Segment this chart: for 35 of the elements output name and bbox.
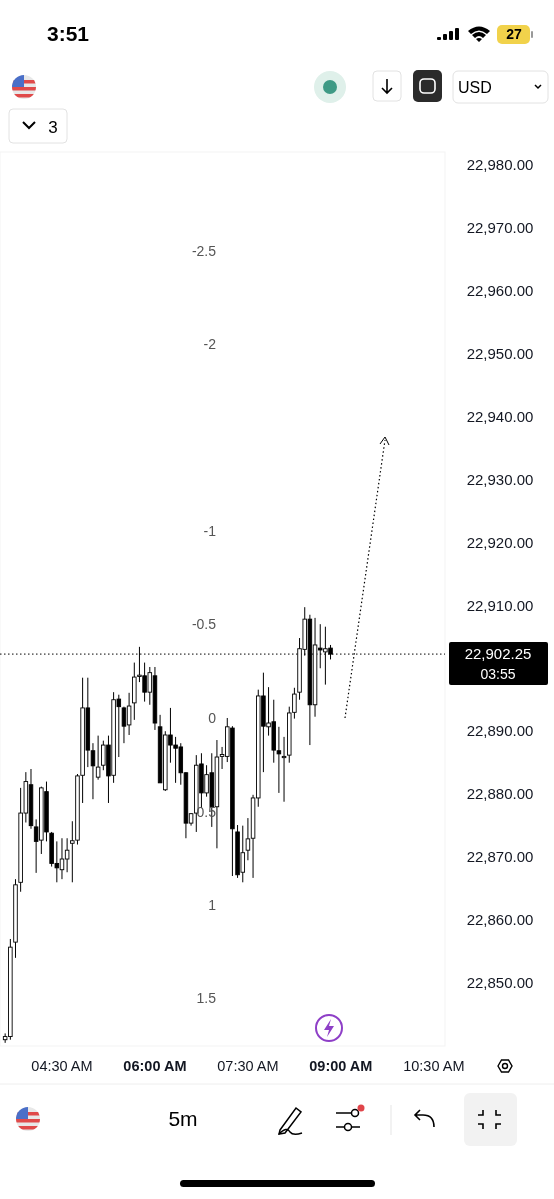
- annotation: 1.5: [196, 990, 217, 1006]
- candlestick: [95, 735, 101, 781]
- candlestick: [126, 692, 132, 736]
- annotation: -1: [203, 523, 217, 539]
- text: 27: [506, 26, 522, 42]
- x-tick-label: 10:30 AM: [403, 1058, 465, 1075]
- y-tick-label: 22,980.00: [466, 155, 534, 173]
- y-tick-label: 22,860.00: [466, 911, 534, 929]
- y-tick-label: 22,890.00: [466, 722, 534, 740]
- y-tick-label: 22,880.00: [466, 785, 534, 803]
- x-tick-label: 04:30 AM: [31, 1058, 93, 1075]
- y-tick-label: 22,870.00: [466, 848, 534, 866]
- y-tick-label: 22,940.00: [466, 407, 534, 425]
- text: 3: [48, 118, 58, 137]
- annotation: -2.5: [191, 243, 217, 259]
- text: 5m: [168, 1107, 198, 1130]
- annotation: 0: [208, 710, 217, 726]
- y-tick-label: 22,920.00: [466, 533, 534, 551]
- annotation: -0.5: [191, 616, 217, 632]
- y-tick-label: 22,950.00: [466, 344, 534, 362]
- ref-line-label: 22,902.25: [464, 645, 532, 663]
- annotation: 1: [208, 897, 217, 913]
- x-tick-label: 07:30 AM: [217, 1058, 279, 1075]
- candlestick: [64, 837, 70, 873]
- y-tick-label: 22,930.00: [466, 470, 534, 488]
- x-tick-label: 06:00 AM: [123, 1058, 187, 1075]
- y-tick-label: 22,910.00: [466, 596, 534, 614]
- annotation: -2: [203, 336, 217, 352]
- y-tick-label: 22,970.00: [466, 218, 534, 236]
- text: 3:51: [46, 22, 90, 45]
- y-tick-label: 22,960.00: [466, 281, 534, 299]
- text: 03:55: [480, 666, 516, 682]
- x-tick-label: 09:00 AM: [309, 1058, 373, 1075]
- text: USD: [458, 79, 492, 96]
- y-tick-label: 22,850.00: [466, 974, 534, 992]
